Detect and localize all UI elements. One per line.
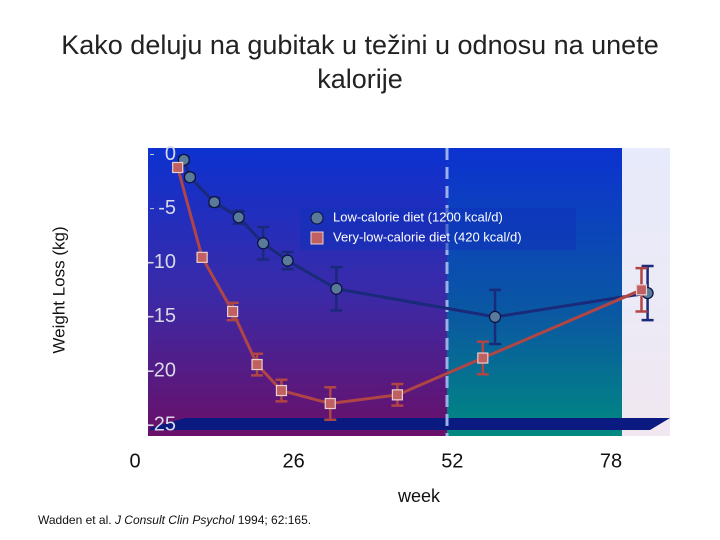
data-point	[172, 161, 184, 174]
legend-label: Very-low-calorie diet (420 kcal/d)	[333, 229, 522, 244]
y-tick-label: -15	[147, 305, 176, 327]
y-tick-label: 0	[165, 143, 176, 165]
source-authors: Wadden et al.	[38, 513, 112, 527]
chart-title: Kako deluju na gubitak u težini u odnosu…	[61, 30, 659, 94]
floor-band	[150, 418, 670, 430]
x-axis-label: week	[397, 486, 441, 506]
x-tick-label: 78	[600, 450, 622, 472]
y-tick-label: -20	[147, 359, 176, 381]
data-point	[488, 310, 502, 324]
y-axis-label: Weight Loss (kg)	[49, 226, 68, 353]
data-point	[324, 397, 336, 410]
source: Wadden et al. J Consult Clin Psychol 199…	[38, 513, 311, 527]
legend-label: Low-calorie diet (1200 kcal/d)	[333, 209, 503, 224]
y-tick-label: -10	[147, 251, 176, 273]
data-point	[330, 282, 343, 295]
data-point	[251, 358, 263, 371]
data-point	[196, 251, 208, 263]
data-point	[227, 305, 239, 318]
data-point	[275, 384, 288, 397]
x-tick-label: 26	[283, 450, 305, 472]
x-tick-label: 52	[441, 450, 463, 472]
legend-box	[300, 208, 576, 250]
source-journal: J Consult Clin Psychol	[114, 513, 235, 527]
x-tick-label: 0	[129, 450, 140, 472]
y-tick-label: -25	[147, 413, 176, 435]
data-point	[257, 237, 270, 250]
source-citation: 1994; 62:165.	[237, 513, 312, 527]
data-point	[208, 196, 221, 209]
data-point	[183, 171, 197, 184]
y-tick-label: -5	[158, 197, 176, 219]
data-point	[232, 211, 245, 224]
data-point	[281, 254, 294, 267]
data-point	[477, 352, 489, 364]
follow-up-region	[447, 148, 622, 436]
data-point	[635, 284, 648, 296]
legend-marker	[310, 231, 324, 245]
data-point	[391, 389, 403, 401]
legend-marker	[310, 211, 324, 225]
